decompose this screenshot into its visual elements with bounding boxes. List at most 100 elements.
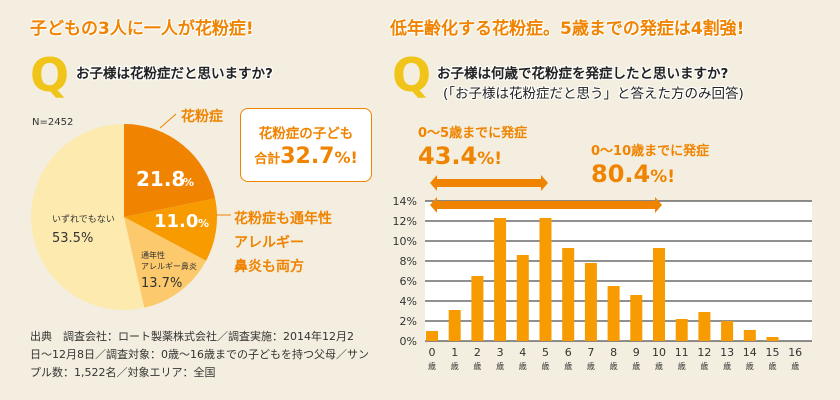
x-tick-label: 13 xyxy=(720,346,734,359)
x-tick-suffix: 歳 xyxy=(473,361,481,371)
bar xyxy=(607,286,620,341)
x-tick-suffix: 歳 xyxy=(428,361,436,371)
right-question: お子様は何歳で花粉症を発症したと思いますか? xyxy=(437,66,729,82)
q-icon: Q xyxy=(392,48,432,102)
pie-unit: % xyxy=(198,217,209,230)
y-tick-label: 12% xyxy=(393,215,417,228)
bar xyxy=(743,330,756,341)
bar xyxy=(494,218,507,341)
pie-label: 21.8 xyxy=(136,167,185,191)
range2-label: 0〜10歳までに発症 xyxy=(591,144,710,159)
label-both: 花粉症も通年性 アレルギー 鼻炎も両方 xyxy=(234,207,332,279)
right-title: 低年齢化する花粉症。5歳までの発症は4割強! xyxy=(390,19,745,39)
total-callout: 花粉症の子ども 合計32.7%! xyxy=(240,108,372,182)
bar xyxy=(675,319,688,341)
bar xyxy=(562,248,575,341)
source-note: 出典 調査会社：ロート製薬株式会社／調査実施：2014年12月2日〜12月8日／… xyxy=(30,330,369,379)
bar xyxy=(653,248,665,341)
x-tick-suffix: 歳 xyxy=(678,361,686,371)
x-tick-label: 11 xyxy=(675,346,689,359)
x-tick-suffix: 歳 xyxy=(791,361,799,371)
x-tick-label: 0 xyxy=(429,346,436,359)
pie-label: 53.5% xyxy=(52,231,93,246)
y-tick-label: 2% xyxy=(400,315,417,328)
x-tick-suffix: 歳 xyxy=(564,361,572,371)
x-tick-label: 7 xyxy=(587,346,594,359)
bar xyxy=(448,310,461,341)
callout-unit: %! xyxy=(334,148,358,167)
x-tick-label: 6 xyxy=(565,346,572,359)
x-tick-suffix: 歳 xyxy=(655,361,663,371)
x-tick-label: 9 xyxy=(633,346,640,359)
bar xyxy=(766,337,779,341)
callout-value: 32.7 xyxy=(280,144,335,169)
x-tick-label: 10 xyxy=(652,346,666,359)
x-tick-label: 16 xyxy=(788,346,802,359)
x-tick-label: 1 xyxy=(451,346,458,359)
range2-unit: %! xyxy=(650,167,676,187)
x-tick-suffix: 歳 xyxy=(769,361,777,371)
bar xyxy=(698,312,711,341)
left-question: お子様は花粉症だと思いますか? xyxy=(76,66,273,82)
y-tick-label: 14% xyxy=(393,195,417,208)
x-tick-suffix: 歳 xyxy=(451,361,459,371)
x-tick-label: 3 xyxy=(497,346,504,359)
y-tick-label: 4% xyxy=(400,295,417,308)
x-tick-suffix: 歳 xyxy=(610,361,618,371)
x-tick-suffix: 歳 xyxy=(700,361,708,371)
pie-label: いずれでもない xyxy=(52,214,115,225)
pie-label: アレルギー鼻炎 xyxy=(141,261,197,271)
bar xyxy=(539,218,552,341)
x-tick-suffix: 歳 xyxy=(542,361,550,371)
label-both-line: アレルギー xyxy=(234,235,304,251)
x-tick-suffix: 歳 xyxy=(746,361,754,371)
label-kafun: 花粉症 xyxy=(181,109,223,125)
bar xyxy=(584,263,597,341)
bar xyxy=(630,295,643,341)
y-tick-label: 10% xyxy=(393,235,417,248)
bar xyxy=(516,255,529,341)
x-tick-label: 15 xyxy=(766,346,780,359)
pie-label: 通年性 xyxy=(141,250,165,260)
x-tick-suffix: 歳 xyxy=(519,361,527,371)
x-tick-suffix: 歳 xyxy=(496,361,504,371)
pie-slice xyxy=(124,124,216,217)
range1-arrow xyxy=(430,175,548,191)
range1-label: 0〜5歳までに発症 xyxy=(418,126,528,141)
x-tick-label: 2 xyxy=(474,346,481,359)
x-tick-suffix: 歳 xyxy=(632,361,640,371)
left-title: 子どもの3人に一人が花粉症! xyxy=(30,19,254,39)
pie-unit: % xyxy=(183,176,194,189)
pie-slice xyxy=(124,217,207,308)
y-tick-label: 0% xyxy=(400,335,417,348)
pie-slice xyxy=(30,124,145,310)
y-tick-label: 8% xyxy=(400,255,417,268)
bar xyxy=(721,321,734,341)
label-both-line: 鼻炎も両方 xyxy=(234,259,304,275)
right-subquestion: (「お子様は花粉症だと思う」と答えた方のみ回答) xyxy=(443,86,744,102)
bar xyxy=(471,276,484,341)
x-tick-label: 5 xyxy=(542,346,549,359)
sample-size: N=2452 xyxy=(32,117,74,128)
range1-number: 43.4 xyxy=(418,142,478,170)
range1-unit: %! xyxy=(477,149,503,169)
pie-slice xyxy=(124,198,217,261)
x-tick-label: 8 xyxy=(610,346,617,359)
x-tick-label: 4 xyxy=(519,346,526,359)
range2-number: 80.4 xyxy=(591,160,651,188)
x-tick-suffix: 歳 xyxy=(723,361,731,371)
label-both-line: 花粉症も通年性 xyxy=(234,211,332,227)
x-tick-label: 12 xyxy=(697,346,711,359)
leader-line xyxy=(159,113,177,129)
range2-value: 80.4%! xyxy=(591,160,675,188)
pie-label: 11.0 xyxy=(154,211,198,232)
pie-label: 13.7% xyxy=(141,276,182,291)
x-tick-label: 14 xyxy=(743,346,757,359)
x-tick-suffix: 歳 xyxy=(587,361,595,371)
range2-arrow xyxy=(430,197,662,213)
q-icon: Q xyxy=(30,48,70,102)
callout-line1: 花粉症の子ども xyxy=(258,126,354,142)
range1-value: 43.4%! xyxy=(418,142,502,170)
